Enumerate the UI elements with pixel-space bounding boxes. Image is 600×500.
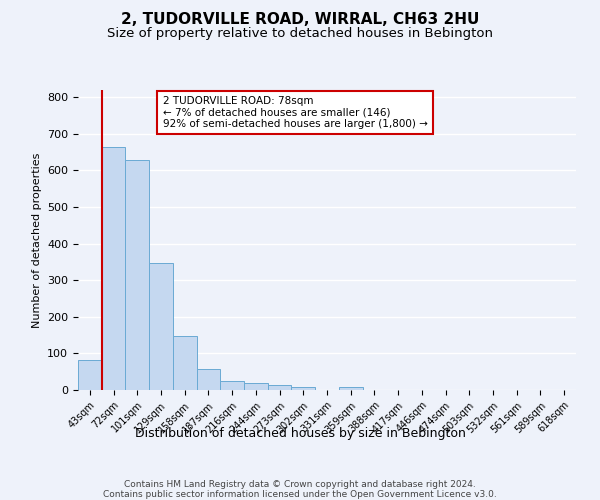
Text: Size of property relative to detached houses in Bebington: Size of property relative to detached ho…	[107, 28, 493, 40]
Bar	[220, 381, 244, 390]
Bar	[102, 146, 125, 390]
Text: Contains HM Land Registry data © Crown copyright and database right 2024.: Contains HM Land Registry data © Crown c…	[124, 480, 476, 489]
Bar	[173, 336, 197, 390]
Bar	[244, 383, 268, 390]
Text: 2, TUDORVILLE ROAD, WIRRAL, CH63 2HU: 2, TUDORVILLE ROAD, WIRRAL, CH63 2HU	[121, 12, 479, 28]
Bar	[125, 160, 149, 390]
Bar	[339, 388, 362, 390]
Bar	[292, 388, 315, 390]
Bar	[197, 369, 220, 390]
Text: Distribution of detached houses by size in Bebington: Distribution of detached houses by size …	[134, 428, 466, 440]
Bar	[149, 262, 173, 390]
Text: Contains public sector information licensed under the Open Government Licence v3: Contains public sector information licen…	[103, 490, 497, 499]
Bar	[268, 385, 292, 390]
Y-axis label: Number of detached properties: Number of detached properties	[32, 152, 41, 328]
Bar	[78, 360, 102, 390]
Text: 2 TUDORVILLE ROAD: 78sqm
← 7% of detached houses are smaller (146)
92% of semi-d: 2 TUDORVILLE ROAD: 78sqm ← 7% of detache…	[163, 96, 428, 129]
